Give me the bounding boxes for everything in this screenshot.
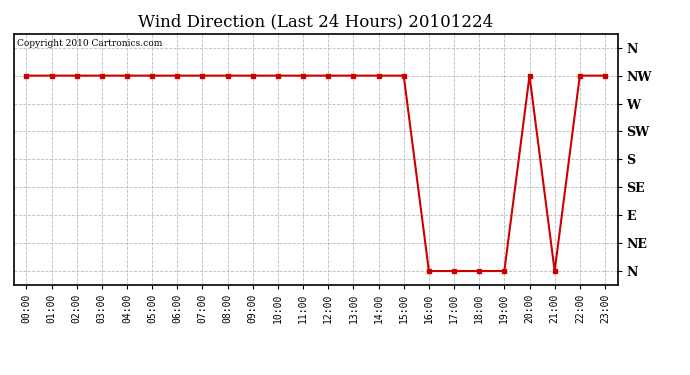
Title: Wind Direction (Last 24 Hours) 20101224: Wind Direction (Last 24 Hours) 20101224 [138,14,493,31]
Text: Copyright 2010 Cartronics.com: Copyright 2010 Cartronics.com [17,39,162,48]
